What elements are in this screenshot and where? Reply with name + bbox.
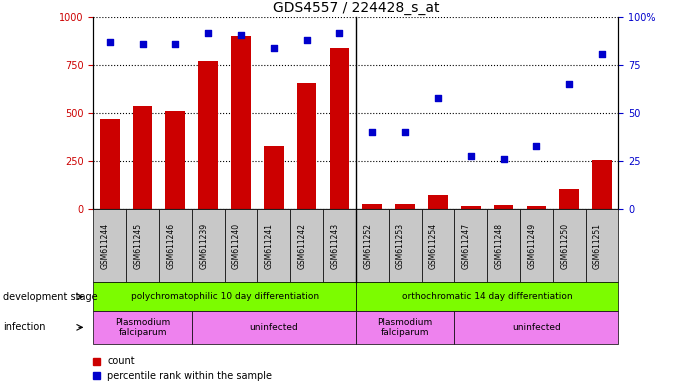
Bar xyxy=(560,189,579,209)
Text: GSM611239: GSM611239 xyxy=(199,223,208,269)
Point xyxy=(531,143,542,149)
Text: Plasmodium
falciparum: Plasmodium falciparum xyxy=(377,318,433,337)
Text: GSM611251: GSM611251 xyxy=(593,223,602,269)
Bar xyxy=(100,119,120,209)
Bar xyxy=(198,61,218,209)
Point xyxy=(465,152,476,159)
Text: GSM611250: GSM611250 xyxy=(560,223,569,269)
Bar xyxy=(527,206,547,209)
Text: polychromatophilic 10 day differentiation: polychromatophilic 10 day differentiatio… xyxy=(131,292,319,301)
Text: percentile rank within the sample: percentile rank within the sample xyxy=(107,371,272,381)
Bar xyxy=(330,48,350,209)
Point xyxy=(498,156,509,162)
Bar xyxy=(264,146,283,209)
Text: GSM611240: GSM611240 xyxy=(232,223,241,269)
Text: GSM611241: GSM611241 xyxy=(265,223,274,269)
Point xyxy=(170,41,181,47)
Bar xyxy=(363,204,382,209)
Point xyxy=(399,129,410,136)
Point xyxy=(268,45,279,51)
Bar xyxy=(133,106,153,209)
Text: orthochromatic 14 day differentiation: orthochromatic 14 day differentiation xyxy=(402,292,572,301)
Text: count: count xyxy=(107,356,135,366)
Text: Plasmodium
falciparum: Plasmodium falciparum xyxy=(115,318,170,337)
Text: GSM611246: GSM611246 xyxy=(167,223,176,269)
Point xyxy=(334,30,345,36)
Bar xyxy=(428,195,448,209)
Text: infection: infection xyxy=(3,322,46,333)
Point xyxy=(367,129,378,136)
Bar xyxy=(461,207,481,209)
Text: development stage: development stage xyxy=(3,291,98,302)
Bar xyxy=(297,83,316,209)
Text: GSM611243: GSM611243 xyxy=(330,223,339,269)
Bar xyxy=(493,205,513,209)
Text: GSM611254: GSM611254 xyxy=(429,223,438,269)
Bar xyxy=(395,205,415,209)
Text: uninfected: uninfected xyxy=(512,323,561,332)
Text: GSM611252: GSM611252 xyxy=(363,223,372,269)
Point xyxy=(104,39,115,45)
Text: GSM611242: GSM611242 xyxy=(298,223,307,269)
Point xyxy=(202,30,214,36)
Point xyxy=(596,51,607,57)
Text: GSM611247: GSM611247 xyxy=(462,223,471,269)
Text: uninfected: uninfected xyxy=(249,323,299,332)
Bar xyxy=(166,111,185,209)
Point xyxy=(236,31,247,38)
Point xyxy=(564,81,575,88)
Bar xyxy=(592,161,612,209)
Text: GSM611245: GSM611245 xyxy=(133,223,142,269)
Point xyxy=(433,95,444,101)
Text: GSM611249: GSM611249 xyxy=(527,223,536,269)
Bar xyxy=(231,36,251,209)
Point xyxy=(301,37,312,43)
Point xyxy=(137,41,148,47)
Text: GSM611248: GSM611248 xyxy=(495,223,504,269)
Text: GSM611253: GSM611253 xyxy=(396,223,405,269)
Title: GDS4557 / 224428_s_at: GDS4557 / 224428_s_at xyxy=(273,1,439,15)
Text: GSM611244: GSM611244 xyxy=(101,223,110,269)
